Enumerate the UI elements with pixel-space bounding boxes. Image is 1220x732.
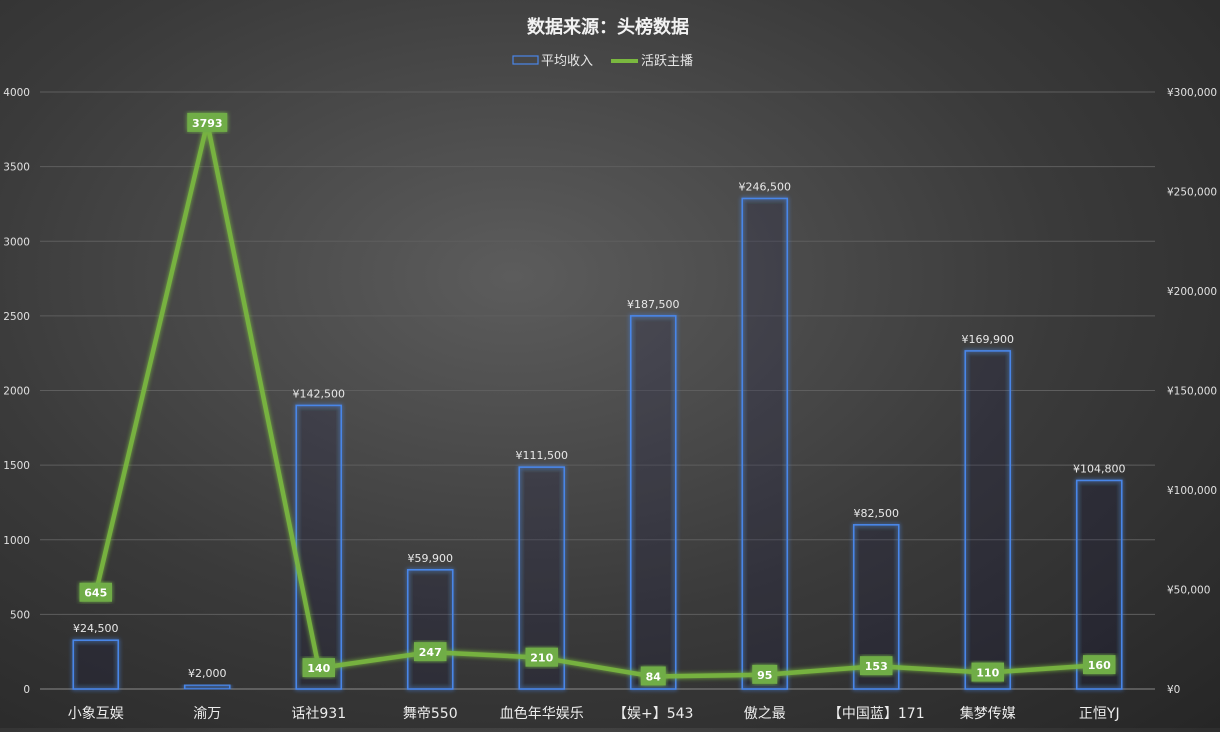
point-label-box xyxy=(414,642,447,662)
point-value: 140 xyxy=(307,662,330,675)
bar-value-label: ¥82,500 xyxy=(854,507,900,520)
right-tick-label: ¥100,000 xyxy=(1167,485,1217,497)
point-value: 247 xyxy=(419,646,442,659)
left-axis: 0 500 1000 1500 2000 2500 3000 3500 4000 xyxy=(3,87,30,696)
bar-series: ¥24,500 ¥2,000 ¥142,500 ¥59,900 ¥111,500 ¥187… xyxy=(72,180,1126,690)
bar xyxy=(295,404,343,690)
right-tick-label: ¥250,000 xyxy=(1167,187,1217,199)
point-value: 3793 xyxy=(192,117,223,130)
line-point-label: 84 xyxy=(640,666,666,686)
left-tick-label: 1000 xyxy=(3,535,30,547)
point-label-box xyxy=(1083,655,1116,675)
bar xyxy=(741,197,789,690)
point-label-box xyxy=(640,666,666,686)
point-value: 645 xyxy=(84,587,107,600)
category-label: 集梦传媒 xyxy=(960,705,1016,722)
left-tick-label: 2000 xyxy=(3,386,30,398)
point-label-box xyxy=(860,656,893,676)
left-tick-label: 3000 xyxy=(3,236,30,248)
point-value: 210 xyxy=(530,652,553,665)
right-tick-label: ¥300,000 xyxy=(1167,87,1217,99)
line-point-label: 645 xyxy=(79,582,112,602)
point-value: 110 xyxy=(976,667,999,680)
category-axis: 小象互娱 渝万 话社931 舞帝550 血色年华娱乐 【娱+】543 傲之最 【中国蓝】171… xyxy=(68,705,1120,722)
category-label: 正恒YJ xyxy=(1079,706,1120,722)
line-point-label: 247 xyxy=(414,642,447,662)
right-tick-label: ¥50,000 xyxy=(1167,585,1210,597)
category-label: 傲之最 xyxy=(744,706,786,722)
line-point-label: 140 xyxy=(302,658,335,678)
bar xyxy=(1075,479,1123,690)
bar-value-label: ¥24,500 xyxy=(73,622,119,635)
point-value: 153 xyxy=(865,660,888,673)
line-point-label: 110 xyxy=(971,662,1004,682)
line-point-label: 95 xyxy=(752,664,778,684)
category-label: 渝万 xyxy=(193,706,221,722)
left-tick-label: 0 xyxy=(23,684,30,696)
right-tick-label: ¥200,000 xyxy=(1167,286,1217,298)
left-tick-label: 2500 xyxy=(3,311,30,323)
line-point-label: 210 xyxy=(525,647,558,667)
bar xyxy=(406,568,454,690)
bar-value-label: ¥246,500 xyxy=(739,180,792,193)
legend-label-line: 活跃主播 xyxy=(641,54,693,69)
legend-swatch-bar xyxy=(512,55,539,65)
bar xyxy=(183,684,231,690)
left-tick-label: 500 xyxy=(10,609,30,621)
chart-title: 数据来源：头榜数据 xyxy=(527,16,689,38)
bar-value-label: ¥2,000 xyxy=(188,667,227,680)
series-line xyxy=(93,120,1102,679)
bar-value-label: ¥187,500 xyxy=(627,298,680,311)
category-label: 话社931 xyxy=(291,706,346,722)
line-series: 645 3793 140 247 210 84 95 153 110 160 xyxy=(79,112,1116,686)
left-tick-label: 1500 xyxy=(3,460,30,472)
right-tick-label: ¥150,000 xyxy=(1167,386,1217,398)
right-axis: ¥0 ¥50,000 ¥100,000 ¥150,000 ¥200,000 ¥250,00… xyxy=(1167,87,1217,696)
bar-value-label: ¥104,800 xyxy=(1073,462,1126,475)
point-label-box xyxy=(752,664,778,684)
bar-value-label: ¥142,500 xyxy=(293,387,346,400)
point-label-box xyxy=(302,658,335,678)
bar-value-label: ¥59,900 xyxy=(408,552,454,565)
bar-value-label: ¥169,900 xyxy=(962,333,1015,346)
point-label-box xyxy=(971,662,1004,682)
point-label-box xyxy=(79,582,112,602)
bar xyxy=(629,315,677,690)
category-label: 舞帝550 xyxy=(403,706,458,722)
line-point-label: 160 xyxy=(1083,655,1116,675)
category-label: 血色年华娱乐 xyxy=(500,705,584,722)
line-point-label: 153 xyxy=(860,656,893,676)
left-tick-label: 3500 xyxy=(3,162,30,174)
point-value: 160 xyxy=(1088,659,1111,672)
legend: 平均收入 活跃主播 xyxy=(512,54,693,69)
bar-value-label: ¥111,500 xyxy=(516,449,569,462)
point-value: 95 xyxy=(757,669,772,682)
legend-label-bar: 平均收入 xyxy=(541,54,593,69)
point-label-box xyxy=(525,647,558,667)
category-label: 【中国蓝】171 xyxy=(828,706,925,722)
point-label-box xyxy=(187,112,228,132)
bar xyxy=(964,350,1012,690)
line-point-label: 3793 xyxy=(187,112,228,132)
left-tick-label: 4000 xyxy=(3,87,30,99)
category-label: 小象互娱 xyxy=(68,706,124,722)
point-value: 84 xyxy=(646,670,662,683)
bar xyxy=(72,639,120,690)
right-tick-label: ¥0 xyxy=(1167,684,1180,696)
category-label: 【娱+】543 xyxy=(613,706,693,722)
